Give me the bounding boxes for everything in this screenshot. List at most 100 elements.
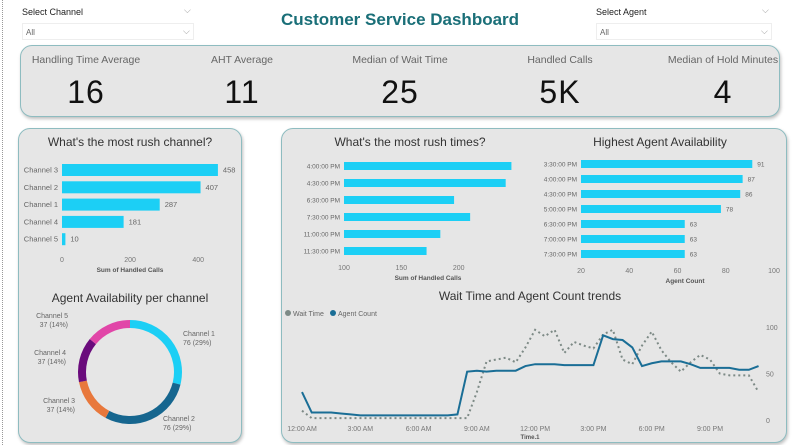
chevron-down-icon[interactable]: ⌵ [761, 26, 768, 36]
bar-data-label: 287 [165, 200, 178, 209]
x-axis-title: Sum of Handled Calls [395, 275, 462, 282]
bar-data-label: 63 [690, 222, 698, 229]
bar-category-label: Channel 1 [24, 200, 58, 209]
donut-value-label: 37 (14%) [40, 322, 68, 329]
channel-slicer-label: Select Channel [22, 7, 84, 17]
page-title: Customer Service Dashboard [280, 10, 520, 29]
kpi-value: 4 [713, 74, 733, 110]
bar-category-label: Channel 5 [24, 235, 58, 244]
x-axis-title: Sum of Handled Calls [97, 267, 164, 274]
bar [581, 205, 721, 213]
bar-data-label: 407 [206, 183, 219, 192]
channel-value: All [26, 28, 35, 37]
bar-data-label: 63 [690, 252, 698, 259]
donut-value-label: 37 (14%) [47, 407, 75, 414]
donut-value-label: 37 (14%) [38, 359, 66, 366]
bar-category-label: 11:00:00 PM [304, 232, 340, 239]
bar [62, 181, 201, 194]
bar-category-label: Channel 2 [24, 183, 58, 192]
bar-data-label: 86 [745, 192, 753, 199]
bar [344, 179, 506, 187]
donut-slice [79, 380, 110, 418]
bar-category-label: 4:30:00 PM [307, 181, 340, 188]
x-tick-label: 150 [395, 265, 407, 272]
legend-label: Agent Count [338, 311, 377, 318]
bar [344, 196, 455, 204]
bar-category-label: 6:30:00 PM [307, 198, 340, 205]
kpi-aht: AHT Average 11 [167, 54, 317, 111]
chevron-down-icon[interactable]: ⌵ [762, 5, 769, 15]
bar [581, 220, 685, 228]
kpi-value: 5K [539, 74, 581, 110]
bar [581, 250, 685, 258]
bar [344, 162, 512, 170]
x-tick-label: 20 [577, 268, 585, 275]
chart-title: What's the most rush times? [334, 135, 486, 149]
x-tick-label: 0 [60, 257, 64, 264]
x-tick-label: 12:00 PM [520, 426, 550, 433]
bar-category-label: Channel 3 [24, 166, 58, 175]
agent-dropdown[interactable]: All ⌵ [596, 23, 772, 40]
x-tick-label: 6:00 PM [639, 426, 665, 433]
bar-category-label: 3:30:00 PM [544, 162, 577, 169]
agent-slicer-label: Select Agent [596, 7, 647, 17]
y-tick-label: 50 [766, 372, 774, 379]
kpi-handling-time: Handling Time Average 16 [11, 54, 161, 111]
x-tick-label: 200 [124, 257, 136, 264]
legend-label: Wait Time [293, 311, 324, 318]
x-tick-label: 80 [722, 268, 730, 275]
bar-category-label: 4:00:00 PM [307, 164, 340, 171]
bar [344, 247, 427, 255]
series-line-wait-time [301, 328, 760, 420]
chart-title: Agent Availability per channel [51, 291, 209, 305]
chart-title: Highest Agent Availability [593, 135, 727, 149]
x-tick-label: 200 [453, 265, 465, 272]
bar [581, 175, 743, 183]
x-tick-label: 40 [625, 268, 633, 275]
bar-data-label: 91 [757, 162, 765, 169]
donut-slice [129, 320, 182, 385]
x-tick-label: 100 [338, 265, 350, 272]
x-axis-title: Agent Count [666, 278, 706, 285]
bar [62, 198, 160, 211]
bar [581, 160, 753, 168]
x-tick-label: 9:00 PM [697, 426, 723, 433]
page-edge [2, 0, 3, 445]
donut-value-label: 76 (29%) [183, 340, 211, 347]
bar-data-label: 10 [70, 235, 78, 244]
x-tick-label: 3:00 AM [347, 426, 373, 433]
legend-marker-wait [285, 310, 291, 316]
donut-category-label: Channel 1 [183, 331, 215, 338]
y-tick-label: 100 [766, 325, 778, 332]
bar [581, 235, 685, 243]
bar-category-label: 7:30:00 PM [307, 215, 340, 222]
x-tick-label: 400 [192, 257, 204, 264]
x-tick-label: 12:00 AM [287, 426, 317, 433]
legend-marker-agent [330, 310, 336, 316]
kpi-handled-calls: Handled Calls 5K [485, 54, 635, 111]
donut-category-label: Channel 5 [36, 313, 68, 320]
bar [62, 233, 66, 246]
bar-data-label: 181 [129, 217, 142, 226]
bar-data-label: 87 [748, 177, 756, 184]
channel-dropdown[interactable]: All ⌵ [22, 23, 194, 40]
chevron-down-icon[interactable]: ⌵ [184, 5, 191, 15]
bar-category-label: 4:00:00 PM [544, 177, 577, 184]
kpi-label: Median of Wait Time [352, 54, 448, 66]
kpi-hold-minutes: Median of Hold Minutes 4 [643, 54, 800, 111]
chevron-down-icon[interactable]: ⌵ [183, 26, 190, 36]
bar-category-label: 6:30:00 PM [544, 222, 577, 229]
donut-slice [105, 382, 181, 424]
y-tick-label: 0 [766, 418, 770, 425]
bar [62, 215, 124, 228]
series-line-agent-count [301, 334, 759, 417]
bar-data-label: 63 [690, 237, 698, 244]
bar [62, 164, 218, 176]
kpi-label: Handling Time Average [31, 54, 141, 66]
bar-category-label: 7:00:00 PM [544, 237, 577, 244]
donut-slice [78, 339, 97, 383]
left-card [18, 128, 242, 443]
bar-data-label: 78 [726, 207, 734, 214]
x-tick-label: 100 [768, 268, 780, 275]
